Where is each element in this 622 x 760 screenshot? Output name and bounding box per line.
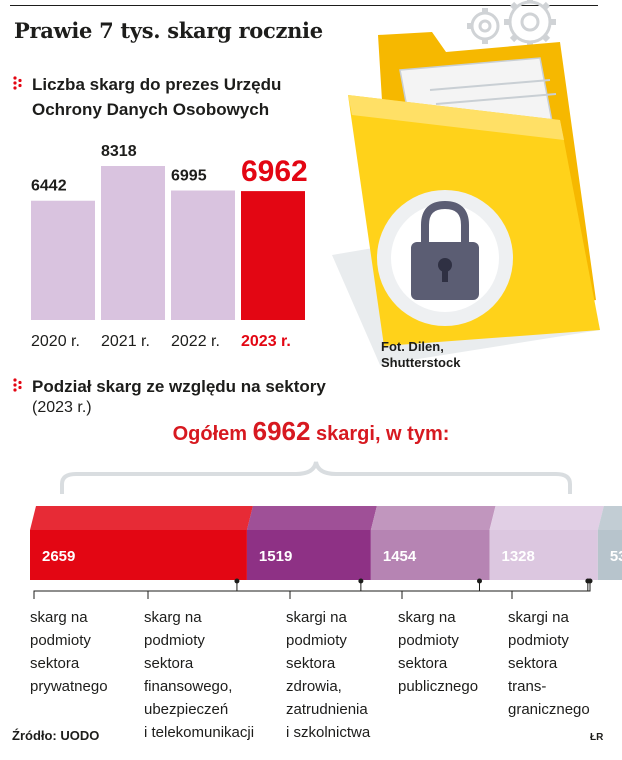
category-label: 2022 r.: [171, 333, 220, 350]
segment-description-line: podmioty: [144, 632, 205, 649]
segment-description: skarg na podmioty sektora publicznego: [398, 606, 478, 698]
connector-line: [33, 581, 238, 599]
bar-value-label: 6995: [171, 167, 207, 184]
segment-value-label: 1454: [383, 548, 417, 565]
segment-description-line: sektora: [286, 655, 336, 672]
segment-description-line: zatrudnienia: [286, 701, 368, 718]
total-label: Ogółem 6962 skargi, w tym:: [0, 416, 622, 447]
segment-description: skarg na podmioty sektora finansowego, ubezp…: [144, 606, 254, 744]
segment-description: skarg na podmioty sektora prywatnego: [30, 606, 108, 698]
segment-description-line: publicznego: [398, 678, 479, 695]
bar-2023r: [241, 191, 305, 320]
segment-top: [489, 506, 604, 530]
source: Źródło: UODO: [12, 728, 100, 743]
segment-description-line: podmioty: [286, 632, 347, 649]
segment-description-line: zdrowia,: [286, 678, 342, 695]
bar-chart: 6442 2020 r. 8318 2021 r. 6995 2022 r. 6962 202…: [31, 143, 308, 350]
segment-description: skargi na podmioty sektora trans-graniczneg…: [508, 606, 590, 721]
segment-description-line: trans-: [508, 678, 547, 695]
segment-top: [246, 506, 377, 530]
bar-chart-title: Liczba skarg do prezes Urzędu Ochrony Da…: [32, 75, 282, 119]
segment-bar: [489, 530, 598, 580]
category-label: 2020 r.: [31, 333, 80, 350]
connector-line: [511, 581, 591, 599]
segment-description-line: sektora: [398, 655, 448, 672]
section-bullet-icon: [13, 378, 22, 392]
segment-value-label: 1328: [501, 548, 534, 565]
bar-value-label: 6442: [31, 178, 67, 195]
segment-description: skargi na podmioty sektora zdrowia, zatrudni…: [286, 606, 370, 744]
bar-2022r: [171, 190, 235, 320]
section-bullet-icon: [13, 76, 22, 90]
segment-description-line: podmioty: [398, 632, 459, 649]
total-prefix: Ogółem: [172, 423, 248, 445]
segment-description-line: podmioty: [508, 632, 569, 649]
segment-description-line: skarg na: [144, 609, 202, 626]
connector-line: [147, 581, 362, 599]
top-rule: [10, 5, 598, 6]
segment-description-line: skargi na: [508, 609, 569, 626]
bar-value-label: 8318: [101, 143, 137, 160]
segment-top: [597, 506, 622, 530]
segment-description-line: skarg na: [398, 609, 456, 626]
segment-bar: [246, 530, 371, 580]
stacked-chart-title: Podział skarg ze względu na sektory: [32, 377, 326, 396]
segment-description-line: i szkolnictwa: [286, 724, 371, 741]
connector-line: [289, 581, 480, 599]
author-initials: ŁR: [590, 732, 604, 743]
segment-description-line: i telekomunikacji: [144, 724, 255, 741]
bar-2021r: [101, 166, 165, 320]
segment-description-line: skargi na: [286, 609, 347, 626]
padlock-icon: [377, 190, 513, 326]
connector-line: [401, 581, 589, 599]
stacked-chart-subtitle: (2023 r.): [32, 399, 92, 416]
segment-bar: [370, 530, 490, 580]
category-label: 2021 r.: [101, 333, 150, 350]
segment-value-label: 2659: [42, 548, 75, 565]
segment-description-line: granicznego: [508, 701, 590, 718]
bar-value-label: 6962: [241, 155, 308, 188]
segment-description-line: prywatnego: [30, 678, 108, 695]
category-label: 2023 r.: [241, 333, 291, 350]
bar-2020r: [31, 200, 95, 320]
segment-description-line: podmioty: [30, 632, 91, 649]
gear-icon: [467, 0, 556, 48]
segment-bar: [597, 530, 622, 580]
photo-credit: Fot. Dilen, Shutterstock: [381, 339, 460, 371]
segment-description-line: skarg na: [30, 609, 88, 626]
segment-value-label: 1519: [259, 548, 292, 565]
photo-credit-line2: Shutterstock: [381, 355, 461, 370]
segment-description-line: sektora: [30, 655, 80, 672]
segment-description-line: finansowego,: [144, 678, 233, 695]
segment-bar: [30, 530, 247, 580]
segment-top: [370, 506, 496, 530]
segment-description-line: sektora: [508, 655, 558, 672]
segment-value-label: 532: [610, 548, 622, 565]
photo-credit-line1: Fot. Dilen,: [381, 339, 444, 354]
page-title: Prawie 7 tys. skarg rocznie: [14, 18, 323, 43]
total-value: 6962: [252, 416, 311, 446]
segment-top: [30, 506, 253, 530]
total-suffix: skargi, w tym:: [316, 423, 450, 445]
segment-description-line: ubezpieczeń: [144, 701, 229, 718]
segment-description-line: sektora: [144, 655, 194, 672]
